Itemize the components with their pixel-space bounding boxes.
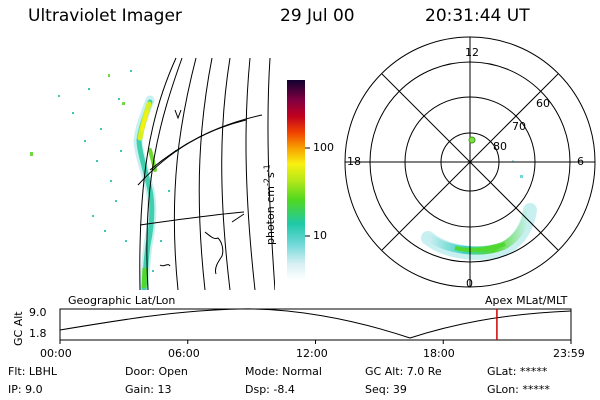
tick-0600: 06:00 — [168, 347, 200, 360]
polar-plot — [344, 36, 596, 288]
seq-info: Seq: 39 — [365, 383, 407, 396]
tick-0000: 00:00 — [40, 347, 72, 360]
y-max-label: 9.0 — [29, 306, 47, 319]
glon-info: GLon: ***** — [487, 383, 550, 396]
dsp-info: Dsp: -8.4 — [245, 383, 295, 396]
mlt-12-label: 12 — [465, 46, 479, 59]
lat-80-label: 80 — [493, 140, 507, 153]
geographic-map — [30, 57, 275, 290]
filter-info: Flt: LBHL — [8, 365, 57, 378]
gc-alt-info: GC Alt: 7.0 Re — [365, 365, 442, 378]
tick-1200: 12:00 — [296, 347, 328, 360]
lat-70-label: 70 — [512, 120, 526, 133]
mlt-6-label: 6 — [577, 155, 584, 168]
tick-2359: 23:59 — [553, 347, 585, 360]
colorbar-unit-label: photon cm-2s-1 — [262, 164, 277, 245]
door-info: Door: Open — [125, 365, 188, 378]
gc-alt-axis-label: GC Alt — [12, 311, 25, 346]
gain-info: Gain: 13 — [125, 383, 172, 396]
mlt-0-label: 0 — [466, 277, 473, 290]
ip-info: IP: 9.0 — [8, 383, 43, 396]
tick-1800: 18:00 — [423, 347, 455, 360]
mlt-18-label: 18 — [347, 155, 361, 168]
app-title: Ultraviolet Imager — [28, 6, 182, 26]
colorbar-tick-10: 10 — [313, 229, 327, 242]
lat-60-label: 60 — [536, 97, 550, 110]
apex-mlat-label: Apex MLat/MLT — [485, 294, 568, 307]
date-label: 29 Jul 00 — [280, 6, 355, 26]
colorbar-tick-100: 100 — [313, 141, 334, 154]
colorbar — [287, 80, 305, 280]
mode-info: Mode: Normal — [245, 365, 322, 378]
geo-latlon-label: Geographic Lat/Lon — [68, 294, 176, 307]
glat-info: GLat: ***** — [487, 365, 548, 378]
time-label: 20:31:44 UT — [425, 6, 530, 26]
y-min-label: 1.8 — [29, 327, 47, 340]
gc-alt-timeline — [59, 308, 572, 344]
